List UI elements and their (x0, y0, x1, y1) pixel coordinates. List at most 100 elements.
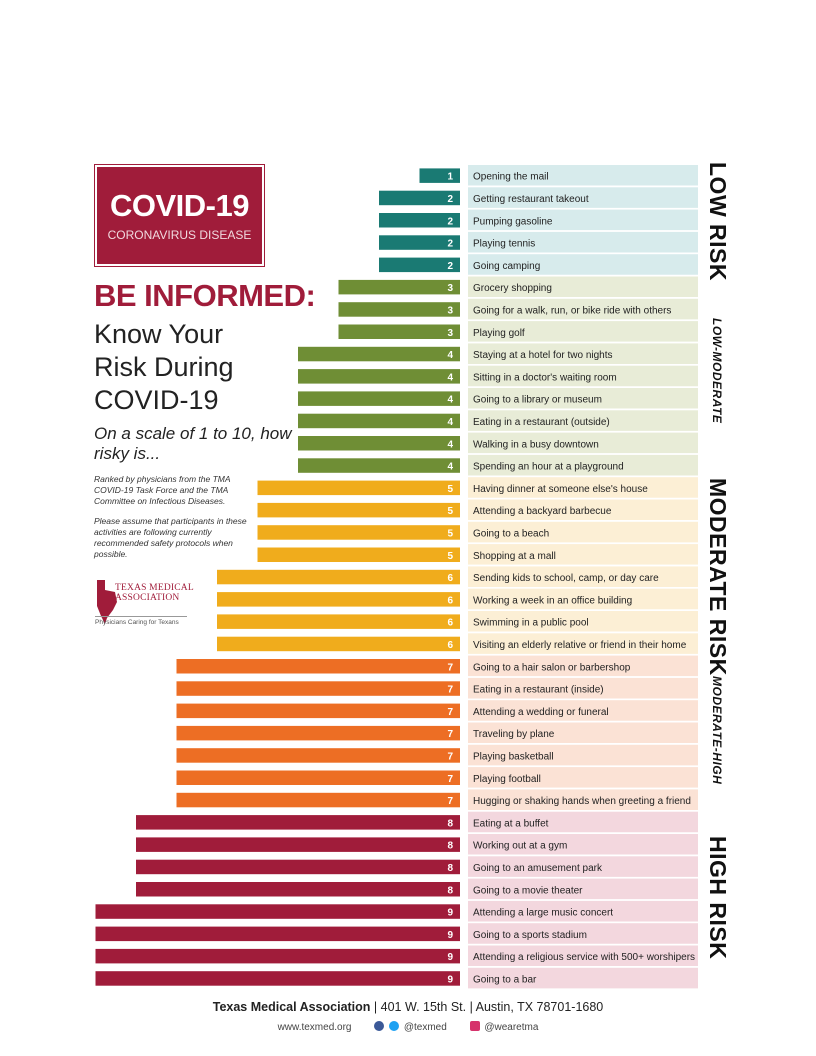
activity-label: Playing tennis (473, 239, 535, 250)
risk-bar (298, 346, 460, 362)
risk-value-label: 9 (447, 908, 453, 919)
risk-value-label: 3 (447, 305, 453, 316)
footer-social-2-handle: @wearetma (484, 1022, 539, 1033)
risk-bar (95, 948, 460, 964)
activity-row-bg (468, 878, 698, 900)
activity-row-bg (468, 388, 698, 409)
footer-links: www.texmed.org @texmed @wearetma (0, 1021, 816, 1033)
org-line-1: TEXAS MEDICAL (115, 583, 194, 593)
know-line-2: Risk During (94, 352, 234, 382)
footer-address: | 401 W. 15th St. | Austin, TX 78701-168… (373, 1000, 604, 1014)
activity-row-bg (468, 209, 698, 231)
risk-value-label: 6 (447, 640, 453, 651)
risk-bar (176, 770, 460, 785)
risk-bar (95, 971, 460, 986)
activity-row-bg (468, 811, 698, 833)
activity-label: Hugging or shaking hands when greeting a… (473, 796, 691, 807)
risk-value-label: 9 (447, 952, 453, 963)
know-line-1: Know Your (94, 319, 224, 349)
risk-value-label: 7 (447, 729, 453, 740)
risk-bar (136, 837, 460, 852)
footer-org: Texas Medical Association (212, 1000, 371, 1014)
risk-bar (338, 324, 460, 339)
covid-logo-box: COVID-19 CORONAVIRUS DISEASE (95, 165, 264, 266)
risk-value-label: 7 (447, 662, 453, 673)
activity-row-bg (468, 677, 698, 699)
risk-bar (217, 569, 460, 585)
activity-label: Pumping gasoline (473, 216, 553, 227)
ranked-note: Ranked by physicians from the TMA COVID-… (94, 474, 231, 506)
activity-label: Opening the mail (473, 172, 549, 183)
risk-value-label: 6 (447, 573, 453, 584)
activity-label: Working out at a gym (473, 841, 567, 852)
risk-bar (298, 369, 460, 384)
scale-question: On a scale of 1 to 10, how risky is... (94, 424, 292, 463)
risk-bar (176, 725, 460, 741)
activity-row-bg (468, 633, 698, 655)
activity-row-bg (468, 343, 698, 365)
activity-row-bg (468, 187, 698, 209)
risk-value-label: 3 (447, 328, 453, 339)
activity-label: Attending a wedding or funeral (473, 707, 609, 718)
risk-bar (217, 636, 460, 652)
activity-row-bg (468, 521, 698, 543)
risk-label-moderate-high: MODERATE-HIGH (710, 676, 724, 785)
risk-label-moderate: MODERATE RISK (705, 478, 731, 676)
activity-row-bg (468, 588, 698, 610)
risk-bar (217, 592, 460, 607)
activity-label: Spending an hour at a playground (473, 462, 624, 473)
activity-label: Going to a hair salon or barbershop (473, 662, 631, 673)
activity-label: Walking in a busy downtown (473, 439, 599, 450)
activity-label: Sending kids to school, camp, or day car… (473, 573, 659, 584)
activity-label: Playing golf (473, 328, 525, 339)
risk-bar (176, 703, 460, 719)
risk-bar (257, 525, 460, 540)
risk-value-label: 7 (447, 685, 453, 696)
assume-note: Please assume that participants in these… (94, 516, 247, 559)
risk-label-low: LOW RISK (705, 162, 731, 281)
risk-bar (338, 279, 460, 295)
footer-social-1[interactable]: @texmed (374, 1021, 447, 1033)
risk-value-label: 7 (447, 796, 453, 807)
activity-label: Going to an amusement park (473, 863, 603, 874)
activity-label: Having dinner at someone else's house (473, 484, 648, 495)
risk-value-label: 2 (447, 261, 453, 272)
activity-label: Going for a walk, run, or bike ride with… (473, 305, 671, 316)
risk-bar (95, 904, 460, 919)
activity-label: Going camping (473, 261, 540, 272)
activity-row-bg (468, 410, 698, 432)
risk-bar (298, 413, 460, 429)
risk-bar (257, 547, 460, 562)
activity-label: Staying at a hotel for two nights (473, 350, 613, 361)
activity-row-bg (468, 254, 698, 275)
risk-bar (136, 882, 460, 897)
activity-row-bg (468, 276, 698, 298)
risk-bar (257, 502, 460, 518)
risk-bar (298, 436, 460, 451)
activity-label: Working a week in an office building (473, 595, 632, 606)
risk-value-label: 8 (447, 818, 453, 829)
activity-row-bg (468, 566, 698, 588)
risk-bar (176, 659, 460, 674)
footer-website[interactable]: www.texmed.org (277, 1022, 352, 1033)
footer-social-2[interactable]: @wearetma (469, 1021, 539, 1033)
risk-bar (95, 926, 460, 942)
risk-value-label: 6 (447, 595, 453, 606)
activity-label: Going to a library or museum (473, 395, 602, 406)
risk-value-label: 6 (447, 618, 453, 629)
activity-label: Eating in a restaurant (inside) (473, 685, 604, 696)
activity-label: Getting restaurant takeout (473, 194, 589, 205)
activity-label: Grocery shopping (473, 283, 552, 294)
facebook-icon (374, 1021, 385, 1031)
activity-row-bg (468, 499, 698, 521)
activity-row-bg (468, 789, 698, 811)
risk-bar (298, 458, 460, 473)
activity-row-bg (468, 544, 698, 565)
activity-label: Sitting in a doctor's waiting room (473, 372, 617, 383)
activity-label: Going to a movie theater (473, 885, 583, 896)
activity-label: Going to a beach (473, 528, 549, 539)
risk-bar (298, 391, 460, 406)
org-name: TEXAS MEDICAL ASSOCIATION (115, 583, 194, 603)
know-line-3: COVID-19 (94, 385, 219, 415)
be-informed-heading: BE INFORMED: (94, 278, 316, 313)
